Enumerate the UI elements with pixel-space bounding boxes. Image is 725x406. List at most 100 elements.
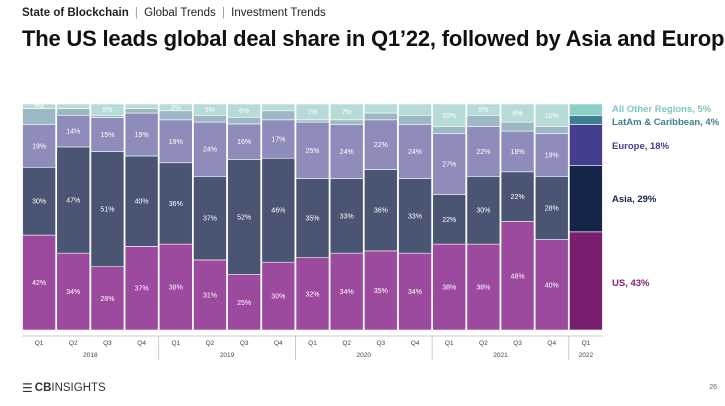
x-tick-label: Q1 xyxy=(308,340,317,347)
data-label: 24% xyxy=(203,147,217,154)
data-label: 38% xyxy=(169,285,183,292)
bar-segment xyxy=(261,103,296,112)
bar-segment xyxy=(158,119,193,164)
bar-segment xyxy=(158,162,193,245)
bar-segment xyxy=(124,155,159,247)
bar-segment xyxy=(227,103,261,118)
data-label: 33% xyxy=(408,213,422,220)
bar-segment xyxy=(193,103,227,116)
bar-segment xyxy=(364,112,398,121)
x-tick-label: Q3 xyxy=(240,340,249,347)
x-tick-label: Q3 xyxy=(513,340,522,347)
data-label: 33% xyxy=(340,213,354,220)
bar-segment xyxy=(227,274,261,331)
breadcrumb-separator: | xyxy=(221,7,225,19)
data-label: 16% xyxy=(237,139,251,146)
bar-segment xyxy=(569,165,603,233)
data-label: 17% xyxy=(271,137,285,144)
breadcrumb-global-trends: Global Trends xyxy=(144,7,216,19)
x-tick-label: Q4 xyxy=(547,340,556,347)
page-number: 26 xyxy=(709,384,717,391)
bar-segment xyxy=(398,124,432,179)
data-label: 36% xyxy=(169,201,183,208)
bar-segment xyxy=(466,126,501,177)
bar-segment xyxy=(466,176,501,245)
bar-segment xyxy=(124,108,159,114)
data-label: 36% xyxy=(374,208,388,215)
bar-segment xyxy=(432,103,467,127)
bar-segment xyxy=(534,126,569,134)
data-label: 18% xyxy=(511,149,525,156)
data-label: 35% xyxy=(374,288,388,295)
bar-segment xyxy=(569,124,603,166)
bar-segment xyxy=(56,252,91,331)
bar-segment xyxy=(329,119,364,125)
bar-segment xyxy=(466,243,501,331)
bar-segment xyxy=(158,110,193,121)
year-label: 2019 xyxy=(220,352,235,359)
x-tick-label: Q4 xyxy=(411,340,420,347)
bar-segment xyxy=(90,115,125,118)
data-label: 10% xyxy=(545,113,559,120)
bar-segment xyxy=(500,103,535,123)
legend-entry: US, 43% xyxy=(612,278,650,289)
bar-segment xyxy=(261,119,296,159)
bar-segment xyxy=(124,103,159,109)
bar-segment xyxy=(329,178,364,254)
data-label: 22% xyxy=(476,149,490,156)
bar-segment xyxy=(364,103,398,114)
legend-entry: LatAm & Caribbean, 4% xyxy=(612,117,720,128)
data-label: 19% xyxy=(135,132,149,139)
bar-segment xyxy=(466,103,501,116)
bar-segment xyxy=(22,108,56,125)
bar-segment xyxy=(432,133,467,195)
data-label: 34% xyxy=(340,289,354,296)
data-label: 47% xyxy=(66,198,80,205)
breadcrumb-separator: | xyxy=(134,7,138,19)
logo-mark-icon: ☰ xyxy=(22,381,33,395)
data-label: 14% xyxy=(66,129,80,136)
bar-segment xyxy=(261,157,296,263)
data-label: 5% xyxy=(102,107,112,114)
bar-segment xyxy=(569,103,603,116)
bar-segment xyxy=(124,246,159,331)
data-label: 5% xyxy=(478,107,488,114)
logo-bold-text: CB xyxy=(34,382,52,394)
year-label: 2022 xyxy=(579,352,594,359)
bar-segment xyxy=(295,119,330,123)
bar-segment xyxy=(227,123,261,160)
data-label: 31% xyxy=(203,292,217,299)
bar-segment xyxy=(22,166,56,236)
x-tick-label: Q4 xyxy=(274,340,283,347)
x-tick-label: Q1 xyxy=(171,340,180,347)
bar-segment xyxy=(295,103,330,121)
data-label: 3% xyxy=(171,105,181,112)
bar-segment xyxy=(329,103,364,121)
bar-segment xyxy=(90,103,125,116)
bar-segment xyxy=(500,121,535,132)
bar-segment xyxy=(22,103,56,109)
data-label: 38% xyxy=(476,285,490,292)
x-tick-label: Q1 xyxy=(35,340,44,347)
bar-segment xyxy=(227,159,261,275)
bar-segment xyxy=(124,112,159,157)
data-label: 10% xyxy=(442,113,456,120)
data-label: 25% xyxy=(305,148,319,155)
breadcrumb: State of Blockchain | Global Trends | In… xyxy=(22,7,326,19)
data-label: 38% xyxy=(442,285,456,292)
bar-segment xyxy=(261,261,296,331)
data-label: 24% xyxy=(340,149,354,156)
data-label: 52% xyxy=(237,215,251,222)
data-label: 37% xyxy=(203,216,217,223)
data-label: 6% xyxy=(239,108,249,115)
data-label: 30% xyxy=(476,208,490,215)
logo-rest-text: INSIGHTS xyxy=(51,382,106,394)
data-label: 34% xyxy=(408,289,422,296)
bar-segment xyxy=(364,250,398,331)
bar-segment xyxy=(466,115,501,127)
bar-segment xyxy=(398,115,432,125)
data-label: 32% xyxy=(305,291,319,298)
x-tick-label: Q2 xyxy=(479,340,488,347)
data-label: 7% xyxy=(342,109,352,116)
